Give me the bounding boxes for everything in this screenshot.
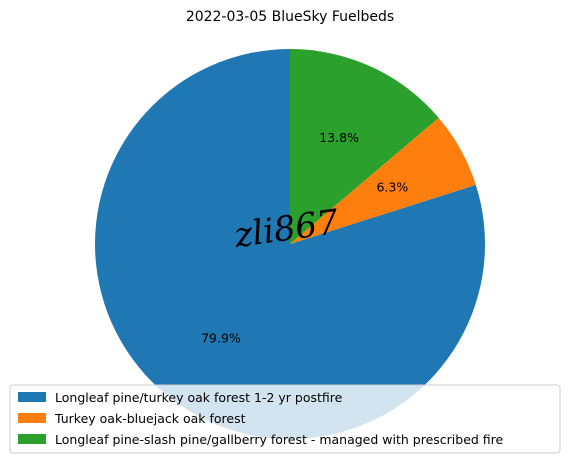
legend: Longleaf pine/turkey oak forest 1-2 yr p… xyxy=(9,384,561,454)
slice-percent-label-1: 6.3% xyxy=(376,179,408,194)
legend-swatch-1 xyxy=(18,413,46,423)
percent-labels: 79.9% 6.3% 13.8% xyxy=(201,130,408,346)
pie-slice-2 xyxy=(290,49,439,244)
pie-slice-0 xyxy=(95,49,486,439)
legend-label-2: Longleaf pine-slash pine/gallberry fores… xyxy=(55,432,504,447)
legend-swatch-2 xyxy=(18,434,46,444)
chart-title: 2022-03-05 BlueSky Fuelbeds xyxy=(186,9,394,25)
legend-label-1: Turkey oak-bluejack oak forest xyxy=(54,411,246,426)
pie-slices xyxy=(95,49,486,439)
legend-swatch-0 xyxy=(18,392,46,402)
pie-slice-1 xyxy=(290,117,476,244)
slice-percent-label-2: 13.8% xyxy=(319,130,359,145)
legend-label-0: Longleaf pine/turkey oak forest 1-2 yr p… xyxy=(55,390,343,405)
legend-frame xyxy=(9,384,561,454)
slice-percent-label-0: 79.9% xyxy=(201,330,241,345)
